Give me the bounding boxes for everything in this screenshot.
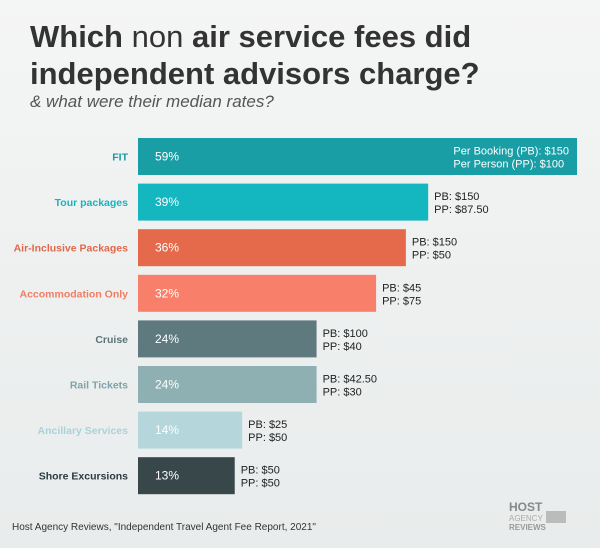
title-part: non (132, 19, 184, 54)
category-label: Ancillary Services (38, 425, 129, 437)
rate-annotation: PP: $40 (323, 341, 362, 353)
rate-annotation: PB: $150 (434, 191, 479, 203)
logo: HOST AGENCY REVIEWS (509, 500, 566, 532)
category-label: Accommodation Only (19, 288, 128, 300)
logo-text: HOST (509, 500, 543, 514)
chart-title: independent advisors charge? (30, 56, 480, 91)
rate-annotation: Per Booking (PB): $150 (453, 146, 569, 158)
rate-annotation: PB: $25 (248, 419, 287, 431)
value-label: 13% (155, 469, 179, 483)
rate-annotation: Per Person (PP): $100 (453, 159, 564, 171)
title-part: air service fees did (192, 19, 471, 54)
rate-annotation: PP: $87.50 (434, 204, 488, 216)
value-label: 24% (155, 378, 179, 392)
value-label: 59% (155, 150, 179, 164)
bar (138, 274, 377, 312)
category-label: Shore Excursions (39, 471, 128, 483)
value-label: 24% (155, 332, 179, 346)
logo-text: AGENCY (509, 514, 543, 523)
rate-annotation: PB: $42.50 (323, 374, 377, 386)
chart-title: Which non air service fees did (30, 19, 471, 54)
bar (138, 457, 235, 495)
rate-annotation: PB: $150 (412, 237, 457, 249)
category-label: Rail Tickets (70, 380, 128, 392)
rate-annotation: PB: $50 (241, 465, 280, 477)
bar (138, 138, 577, 175)
bar (138, 229, 406, 267)
bar (138, 366, 317, 403)
logo-text: REVIEWS (509, 523, 547, 532)
rate-annotation: PP: $30 (323, 387, 362, 399)
rate-annotation: PP: $50 (248, 432, 287, 444)
value-label: 32% (155, 286, 179, 300)
rate-annotation: PP: $75 (382, 295, 421, 307)
rate-annotation: PB: $45 (382, 282, 421, 294)
value-label: 36% (155, 241, 179, 255)
logo-bubble (546, 511, 566, 523)
value-label: 14% (155, 423, 179, 437)
rate-annotation: PP: $50 (412, 250, 451, 262)
category-label: Cruise (95, 334, 128, 346)
chart-subtitle: & what were their median rates? (30, 92, 274, 111)
bar (138, 183, 429, 221)
category-label: Air-Inclusive Packages (14, 243, 129, 255)
category-label: FIT (112, 152, 128, 164)
source: Host Agency Reviews, "Independent Travel… (12, 522, 316, 533)
category-label: Tour packages (55, 197, 128, 209)
rate-annotation: PB: $100 (323, 328, 368, 340)
bar (138, 411, 243, 449)
rate-annotation: PP: $50 (241, 478, 280, 490)
value-label: 39% (155, 195, 179, 209)
bar (138, 320, 317, 358)
title-part: Which (30, 19, 123, 54)
